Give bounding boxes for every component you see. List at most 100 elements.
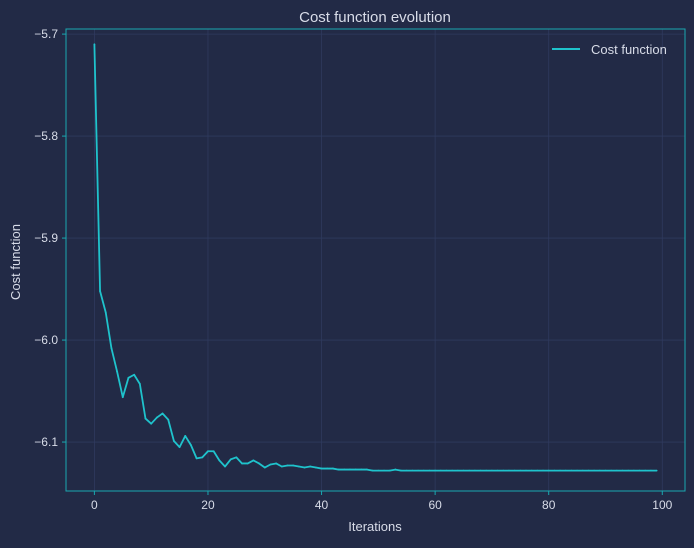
data-point	[525, 469, 527, 472]
data-point	[451, 469, 454, 472]
y-tick-label: −5.9	[34, 231, 58, 245]
data-point	[491, 469, 493, 472]
data-point	[173, 440, 175, 442]
data-point	[411, 469, 414, 472]
data-point	[553, 469, 556, 472]
data-point	[598, 469, 601, 472]
y-axis-label: Cost function	[8, 224, 23, 300]
data-point	[371, 469, 374, 472]
data-point	[536, 469, 539, 472]
y-tick-label: −5.8	[34, 129, 58, 143]
data-point	[138, 383, 141, 385]
data-point	[127, 376, 130, 379]
data-point	[445, 469, 448, 472]
x-tick-label: 40	[315, 498, 329, 512]
grid	[66, 29, 685, 491]
data-point	[235, 456, 238, 459]
data-point	[621, 469, 624, 472]
data-point	[604, 469, 607, 472]
data-point	[354, 468, 357, 471]
data-point	[252, 459, 255, 462]
data-point	[479, 469, 482, 472]
data-point	[303, 466, 306, 469]
data-point	[332, 467, 334, 470]
data-point	[110, 347, 113, 350]
y-tick-label: −6.0	[34, 333, 58, 347]
data-point	[570, 469, 573, 472]
data-point	[167, 418, 170, 421]
data-point	[439, 469, 442, 472]
x-tick-label: 0	[91, 498, 98, 512]
data-point	[99, 290, 101, 293]
data-point	[417, 469, 419, 472]
data-point	[155, 416, 158, 419]
data-point	[195, 457, 198, 460]
series-layer	[93, 43, 658, 472]
data-point	[326, 467, 329, 470]
data-point	[229, 458, 232, 461]
x-tick-label: 60	[428, 498, 442, 512]
data-point	[121, 396, 124, 399]
data-point	[292, 464, 295, 467]
data-point	[212, 450, 215, 453]
data-point	[144, 417, 147, 420]
legend: Cost function	[552, 42, 667, 57]
data-point	[650, 469, 652, 472]
y-tick-label: −6.1	[34, 435, 58, 449]
data-point	[428, 469, 431, 472]
data-point	[559, 469, 561, 472]
data-point	[581, 469, 584, 472]
data-point	[314, 466, 317, 469]
data-point	[485, 469, 488, 472]
series-line-cost-function	[93, 44, 657, 472]
x-tick-label: 80	[542, 498, 556, 512]
ticks: 0 20 40 60 80 100 −5.7 −5.8 −5.9 −6.0 −6.1	[34, 27, 672, 512]
data-point	[161, 412, 164, 415]
data-point	[178, 446, 181, 449]
data-point	[542, 469, 544, 472]
data-point	[502, 469, 505, 472]
data-point	[263, 466, 266, 469]
data-point	[564, 469, 567, 472]
x-tick-label: 20	[201, 498, 215, 512]
x-axis-label: Iterations	[348, 519, 402, 534]
legend-label: Cost function	[591, 42, 667, 57]
data-point	[394, 468, 397, 471]
data-point	[207, 450, 209, 453]
data-point	[104, 311, 107, 314]
data-point	[383, 469, 385, 472]
data-point	[349, 468, 351, 471]
data-point	[246, 462, 249, 465]
data-point	[388, 469, 391, 472]
data-point	[93, 43, 96, 46]
data-point	[184, 435, 187, 437]
data-point	[655, 469, 658, 472]
plot-frame	[65, 28, 686, 492]
data-point	[473, 469, 476, 472]
data-point	[150, 422, 153, 425]
data-point	[269, 463, 272, 466]
data-point	[224, 465, 226, 468]
data-point	[275, 462, 278, 465]
chart-title: Cost function evolution	[299, 9, 451, 26]
data-point	[258, 462, 260, 465]
data-point	[309, 465, 312, 468]
data-point	[366, 468, 368, 471]
data-point	[530, 469, 533, 472]
data-point	[218, 459, 221, 462]
data-point	[201, 456, 204, 459]
data-point	[286, 464, 289, 467]
data-point	[462, 469, 465, 472]
y-tick-label: −5.7	[34, 27, 58, 41]
data-point	[576, 469, 578, 472]
data-point	[297, 465, 300, 468]
data-point	[632, 469, 635, 472]
data-point	[547, 469, 550, 472]
data-point	[593, 469, 596, 472]
data-point	[405, 469, 408, 472]
data-point	[610, 469, 613, 472]
data-point	[434, 469, 437, 472]
data-point	[644, 469, 647, 472]
